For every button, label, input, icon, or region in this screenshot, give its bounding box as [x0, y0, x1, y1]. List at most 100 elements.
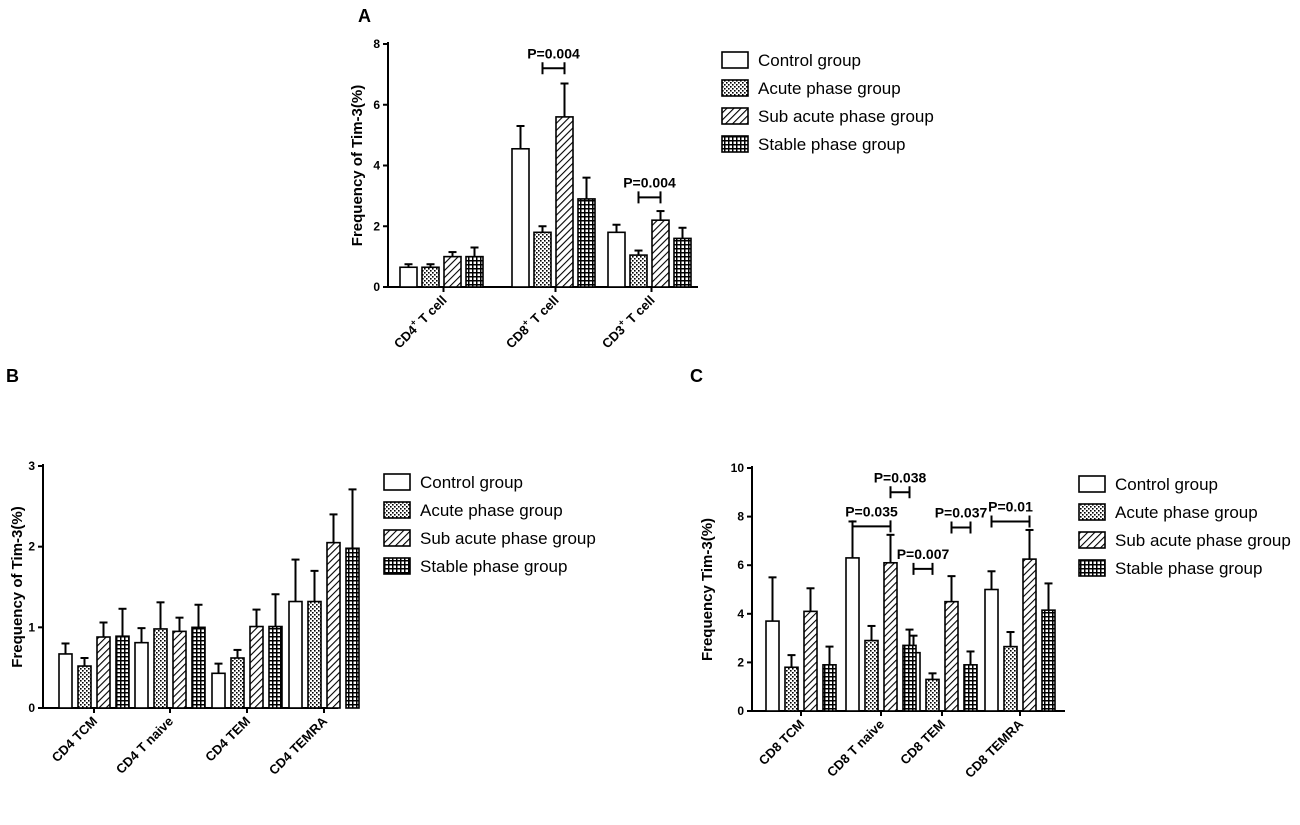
y-axis-label: Frequency of Tim-3(%) [9, 506, 26, 667]
bar [984, 588, 999, 712]
legend-entry: Sub acute phase group [420, 529, 596, 548]
p-value-label: P=0.004 [623, 174, 676, 190]
significance-bracket [950, 521, 972, 534]
panel-c: C 0 2 4 6 8 10 Frequency Tim-3(%) CD8 TCM CD8 T n… [690, 366, 1291, 781]
bar [230, 657, 245, 709]
p-value-label: P=0.035 [845, 503, 898, 519]
y-tick-label: 1 [28, 620, 35, 634]
legend-swatch [721, 107, 749, 125]
significance-bracket [912, 562, 934, 575]
y-tick-label: 4 [373, 159, 380, 173]
panel-label: A [358, 6, 371, 26]
bar [172, 630, 187, 709]
bar [288, 600, 303, 709]
bar [307, 600, 322, 709]
y-tick-label: 0 [373, 280, 380, 294]
bar [77, 665, 92, 709]
y-axis-label: Frequency Tim-3(%) [699, 518, 716, 661]
bar [607, 231, 626, 288]
x-tick-label: CD8+ T cell [501, 291, 561, 351]
y-tick-label: 0 [28, 701, 35, 715]
significance-bracket [889, 486, 911, 499]
y-tick-label: 3 [28, 459, 35, 473]
significance-bracket [541, 62, 566, 75]
bar [803, 610, 818, 712]
x-tick-label: CD4 T naive [113, 714, 176, 777]
legend-entry: Stable phase group [1115, 559, 1262, 578]
bar [211, 672, 226, 709]
bar [577, 198, 596, 288]
bar [345, 547, 360, 709]
legend-entry: Control group [1115, 475, 1218, 494]
bar [249, 625, 264, 709]
x-tick-label: CD3+ T cell [597, 291, 657, 351]
bar [533, 231, 552, 288]
p-value-label: P=0.037 [935, 505, 988, 521]
legend-swatch [1078, 559, 1106, 577]
legend-entry: Control group [420, 473, 523, 492]
panel-label: C [690, 366, 703, 386]
y-axis-label: Frequency of Tim-3(%) [349, 85, 366, 246]
panel-a: A 0 2 4 6 8 Frequency of Tim-3(%) CD4+ T cell CD… [349, 6, 934, 351]
y-tick-label: 0 [737, 704, 744, 718]
y-tick-label: 2 [373, 219, 380, 233]
x-tick-label: CD8 T naive [824, 717, 887, 780]
legend-entry: Acute phase group [420, 501, 563, 520]
legend-swatch [383, 473, 411, 491]
bar [1003, 645, 1018, 712]
bar [944, 600, 959, 712]
y-tick-label: 2 [28, 540, 35, 554]
legend-entry: Stable phase group [420, 557, 567, 576]
legend-swatch [721, 51, 749, 69]
x-tick-label: CD8 TEM [897, 717, 948, 768]
bar [822, 664, 837, 712]
bar [651, 219, 670, 288]
legend-entry: Acute phase group [1115, 503, 1258, 522]
bar [864, 639, 879, 712]
x-tick-label: CD4+ T cell [389, 291, 449, 351]
bar [902, 644, 917, 712]
y-tick-label: 8 [737, 510, 744, 524]
bar [555, 116, 574, 288]
bar [511, 147, 530, 288]
legend-swatch [721, 79, 749, 97]
legend-swatch [1078, 475, 1106, 493]
legend-swatch [383, 501, 411, 519]
p-value-label: P=0.007 [897, 546, 950, 562]
legend-swatch [383, 529, 411, 547]
legend-swatch [1078, 531, 1106, 549]
bar [326, 541, 341, 709]
legend-entry: Acute phase group [758, 79, 901, 98]
bar [963, 664, 978, 712]
significance-bracket [851, 520, 892, 533]
bar [883, 561, 898, 712]
y-tick-label: 2 [737, 655, 744, 669]
x-tick-label: CD8 TEMRA [962, 716, 1027, 781]
bar [58, 653, 73, 709]
legend-entry: Sub acute phase group [758, 107, 934, 126]
x-tick-label: CD4 TEMRA [266, 713, 331, 778]
legend-swatch [383, 557, 411, 575]
legend-entry: Sub acute phase group [1115, 531, 1291, 550]
legend-swatch [1078, 503, 1106, 521]
bar [673, 237, 692, 288]
bar [765, 620, 780, 712]
bar [153, 628, 168, 709]
p-value-label: P=0.01 [988, 498, 1033, 514]
significance-bracket [637, 191, 662, 204]
bar [465, 255, 484, 288]
y-tick-label: 8 [373, 37, 380, 51]
bar [629, 254, 648, 288]
bar [268, 625, 283, 709]
legend-entry: Control group [758, 51, 861, 70]
bar [443, 255, 462, 288]
bar [96, 636, 111, 709]
p-value-label: P=0.038 [874, 469, 927, 485]
bar [845, 557, 860, 712]
bar [399, 266, 418, 288]
bar [784, 666, 799, 712]
y-tick-label: 4 [737, 607, 744, 621]
x-tick-label: CD4 TEM [202, 714, 253, 765]
panel-label: B [6, 366, 19, 386]
